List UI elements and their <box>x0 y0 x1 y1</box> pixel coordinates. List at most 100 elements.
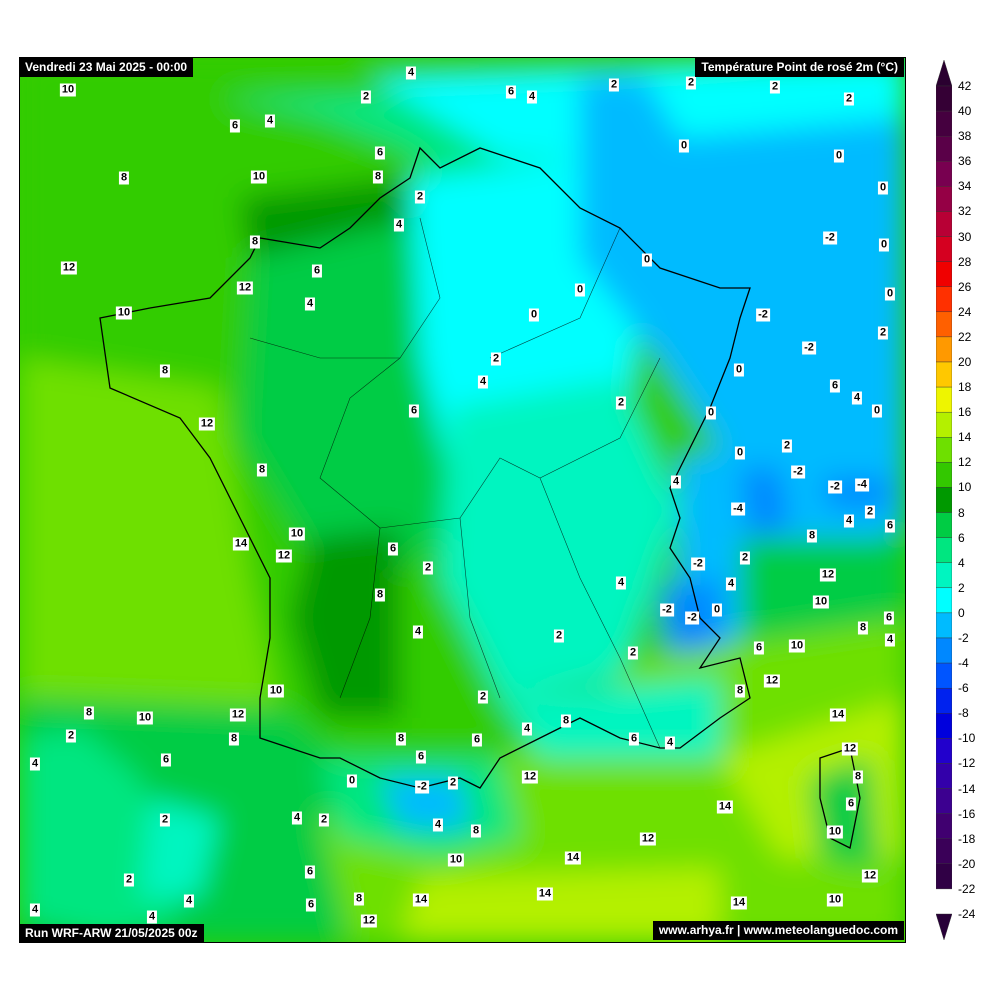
colorbar-tick-label: 34 <box>958 179 972 194</box>
colorbar-swatch <box>936 311 952 338</box>
colorbar-swatch <box>936 487 952 513</box>
dewpoint-value-label: 0 <box>705 406 717 420</box>
dewpoint-value-label: 8 <box>118 171 130 185</box>
dewpoint-value-label: 6 <box>305 898 317 912</box>
dewpoint-value-label: 2 <box>477 690 489 704</box>
dewpoint-value-label: -2 <box>756 308 770 322</box>
dewpoint-value-label: 10 <box>447 853 465 867</box>
colorbar-swatch <box>936 713 952 739</box>
dewpoint-value-label: 2 <box>843 92 855 106</box>
dewpoint-value-label: 10 <box>826 825 844 839</box>
colorbar-tick-label: 6 <box>958 530 965 545</box>
dewpoint-value-label: 12 <box>763 674 781 688</box>
dewpoint-value-label: 12 <box>198 417 216 431</box>
colorbar-tick-label: 40 <box>958 104 972 119</box>
dewpoint-value-label: 2 <box>65 729 77 743</box>
date-label: Vendredi 23 Mai 2025 - 00:00 <box>19 58 194 77</box>
dewpoint-value-label: 4 <box>725 577 737 591</box>
dewpoint-value-label: -2 <box>828 480 842 494</box>
colorbar-swatch <box>936 261 952 287</box>
dewpoint-value-label: 6 <box>628 732 640 746</box>
colorbar-swatch <box>936 361 952 388</box>
dewpoint-value-label: 0 <box>574 283 586 297</box>
colorbar-tick-label: -8 <box>958 706 969 721</box>
dewpoint-value-label: 6 <box>408 404 420 418</box>
dewpoint-value-label: 4 <box>521 722 533 736</box>
dewpoint-value-label: 8 <box>249 235 261 249</box>
dewpoint-value-label: 2 <box>447 776 459 790</box>
colorbar-swatch <box>936 637 952 664</box>
dewpoint-value-label: 12 <box>360 914 378 928</box>
dewpoint-value-label: 12 <box>60 261 78 275</box>
dewpoint-value-label: 8 <box>560 714 572 728</box>
colorbar-swatch <box>936 913 952 940</box>
dewpoint-value-label: 8 <box>734 684 746 698</box>
colorbar-tick-label: 0 <box>958 605 965 620</box>
dewpoint-value-label: 2 <box>553 629 565 643</box>
colorbar-tick-label: -22 <box>958 881 976 896</box>
dewpoint-value-label: 8 <box>395 732 407 746</box>
dewpoint-value-label: 6 <box>883 611 895 625</box>
colorbar-tick-label: 32 <box>958 204 972 219</box>
dewpoint-value-label: 4 <box>183 894 195 908</box>
colorbar-swatch <box>936 537 952 563</box>
colorbar-swatch <box>936 813 952 839</box>
dewpoint-value-label: 6 <box>505 85 517 99</box>
dewpoint-value-label: 2 <box>123 873 135 887</box>
dewpoint-value-label: 10 <box>250 170 268 184</box>
dewpoint-value-label: 10 <box>59 83 77 97</box>
dewpoint-value-label: -2 <box>685 611 699 625</box>
dewpoint-value-label: 2 <box>769 80 781 94</box>
dewpoint-value-label: 0 <box>733 363 745 377</box>
dewpoint-value-label: 12 <box>819 568 837 582</box>
dewpoint-value-label: 0 <box>878 238 890 252</box>
colorbar-swatch <box>936 512 952 538</box>
dewpoint-value-label: 2 <box>608 78 620 92</box>
colorbar-swatch <box>936 386 952 413</box>
dewpoint-value-label: 6 <box>471 733 483 747</box>
dewpoint-value-label: 8 <box>374 588 386 602</box>
colorbar-swatch <box>936 687 952 714</box>
colorbar-swatch <box>936 135 952 162</box>
dewpoint-map: 4 10 2 6 4 2 2 2 2 6 4 6 0 0 8 10 8 0 2 4 8 -2 0 12 6 0 0 12 0 4 10 0 -2… <box>19 57 906 943</box>
dewpoint-value-label: 6 <box>387 542 399 556</box>
colorbar-swatch <box>936 562 952 589</box>
dewpoint-value-label: 8 <box>228 732 240 746</box>
dewpoint-value-label: 2 <box>318 813 330 827</box>
colorbar-tick-label: -14 <box>958 781 976 796</box>
dewpoint-value-label: 2 <box>685 76 697 90</box>
run-label: Run WRF-ARW 21/05/2025 00z <box>19 924 204 943</box>
colorbar-tick-label: -20 <box>958 856 976 871</box>
colorbar-swatch <box>936 788 952 814</box>
colorbar-tick-label: 22 <box>958 329 972 344</box>
colorbar-tick-label: 28 <box>958 254 972 269</box>
colorbar-swatch <box>936 286 952 313</box>
colorbar-tick-label: 14 <box>958 430 972 445</box>
dewpoint-value-label: 4 <box>412 625 424 639</box>
dewpoint-value-label: 4 <box>264 114 276 128</box>
dewpoint-value-label: 8 <box>806 529 818 543</box>
colorbar-tick-label: 42 <box>958 79 972 93</box>
dewpoint-value-label: 14 <box>412 893 430 907</box>
colorbar-swatch <box>936 186 952 212</box>
colorbar-tick-label: 18 <box>958 380 972 395</box>
dewpoint-value-label: 6 <box>415 750 427 764</box>
dewpoint-value-label: 2 <box>360 90 372 104</box>
colorbar-tick-label: -2 <box>958 631 969 645</box>
dewpoint-value-label: 4 <box>146 910 158 924</box>
colorbar-tick-label: 20 <box>958 355 972 369</box>
colorbar-swatch <box>936 411 952 438</box>
dewpoint-value-label: -2 <box>415 780 429 794</box>
dewpoint-value-label: 0 <box>877 181 889 195</box>
colorbar-tick-label: 10 <box>958 480 972 495</box>
dewpoint-value-label: 2 <box>739 551 751 565</box>
colorbar-tick-label: 26 <box>958 279 972 294</box>
dewpoint-value-label: 8 <box>159 364 171 378</box>
dewpoint-value-label: 2 <box>615 396 627 410</box>
dewpoint-value-label: 4 <box>477 375 489 389</box>
dewpoint-value-label: 0 <box>528 308 540 322</box>
map-title: Température Point de rosé 2m (°C) <box>695 58 904 77</box>
dewpoint-value-label: 10 <box>788 639 806 653</box>
dewpoint-value-label: 10 <box>136 711 154 725</box>
dewpoint-value-label: 2 <box>627 646 639 660</box>
